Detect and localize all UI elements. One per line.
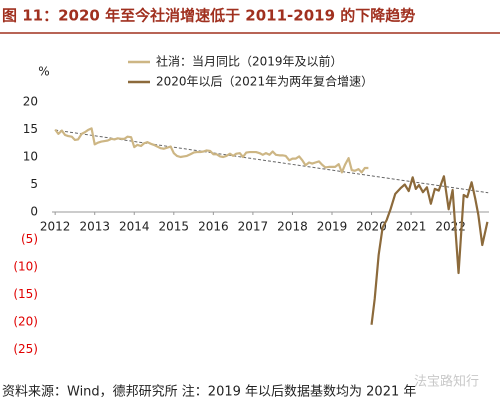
y-tick-label: (25) (13, 342, 38, 356)
source-note: 资料来源：Wind，德邦研究所 注：2019 年以后数据基数均为 2021 年 (2, 385, 416, 400)
y-tick-label: 20 (23, 95, 38, 109)
y-tick-label: 0 (30, 205, 38, 219)
trend-line (55, 129, 489, 194)
x-tick-label: 2014 (119, 220, 150, 234)
y-tick-label: 5 (30, 177, 38, 191)
series-line (370, 175, 489, 325)
x-tick-label: 2019 (317, 220, 348, 234)
y-tick-label: (20) (13, 315, 38, 329)
x-tick-label: 2012 (40, 220, 71, 234)
x-tick-label: 2018 (277, 220, 308, 234)
y-tick-label: 10 (23, 150, 38, 164)
x-tick-label: 2013 (79, 220, 110, 234)
y-axis-label: % (38, 65, 49, 79)
x-tick-label: 2021 (396, 220, 427, 234)
x-tick-label: 2017 (238, 220, 269, 234)
y-tick-label: (5) (21, 232, 38, 246)
x-tick-label: 2015 (159, 220, 190, 234)
watermark: 法宝路知行 (414, 374, 479, 390)
x-tick-label: 2016 (198, 220, 229, 234)
chart-title: 图 11：2020 年至今社消增速低于 2011-2019 的下降趋势 (2, 7, 415, 25)
series-line (54, 127, 369, 174)
legend-label: 社消：当月同比（2019年及以前） (156, 54, 343, 69)
legend-label: 2020年以后（2021年为两年复合增速） (156, 74, 373, 89)
y-tick-label: 15 (23, 122, 38, 136)
y-tick-label: (10) (13, 260, 38, 274)
x-tick-label: 2022 (435, 220, 466, 234)
y-tick-label: (15) (13, 287, 38, 301)
x-tick-label: 2020 (356, 220, 387, 234)
